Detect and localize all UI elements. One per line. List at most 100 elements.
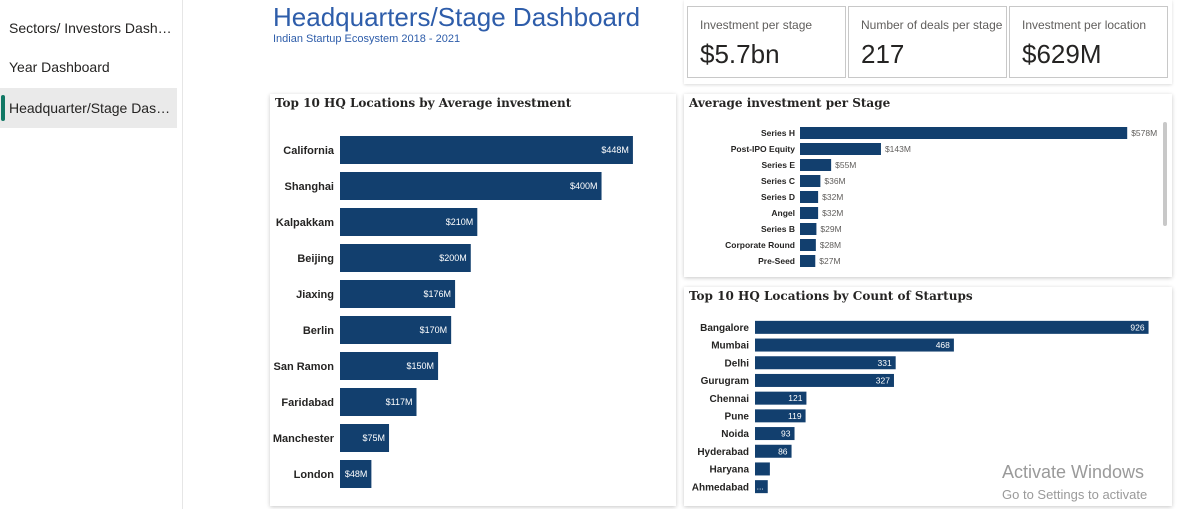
page-subtitle: Indian Startup Ecosystem 2018 - 2021 bbox=[273, 33, 461, 45]
data-label: 121 bbox=[788, 393, 802, 403]
bar[interactable] bbox=[800, 191, 819, 203]
data-label: $200M bbox=[439, 253, 467, 263]
bar[interactable] bbox=[340, 352, 439, 380]
bar[interactable] bbox=[755, 409, 806, 423]
bar[interactable] bbox=[755, 391, 807, 405]
kpi-card-investment-per-location[interactable]: Investment per location $629M bbox=[1009, 6, 1168, 78]
chart-title: Average investment per Stage bbox=[689, 96, 891, 110]
data-label: $150M bbox=[407, 361, 435, 371]
data-label: 86 bbox=[778, 446, 788, 456]
bar[interactable] bbox=[340, 460, 372, 488]
bar[interactable] bbox=[755, 427, 795, 441]
category-label: Hyderabad bbox=[697, 447, 749, 458]
data-label: 926 bbox=[1130, 322, 1144, 332]
data-label: $448M bbox=[601, 145, 629, 155]
bar[interactable] bbox=[800, 223, 817, 235]
category-label: Berlin bbox=[303, 325, 334, 337]
scrollbar[interactable] bbox=[1163, 122, 1167, 226]
data-label: $210M bbox=[446, 217, 474, 227]
chart-stage-average-investment[interactable]: Series H $578M Post-IPO Equity $143M Series … bbox=[684, 94, 1172, 277]
bar[interactable] bbox=[340, 244, 471, 272]
bar[interactable] bbox=[800, 255, 816, 267]
category-label: Shanghai bbox=[284, 181, 334, 193]
category-label: Ahmedabad bbox=[692, 482, 749, 493]
bar[interactable] bbox=[340, 316, 452, 344]
category-label: Chennai bbox=[710, 394, 750, 405]
page-title: Headquarters/Stage Dashboard bbox=[273, 2, 641, 32]
data-label: 119 bbox=[788, 411, 802, 421]
kpi-label: Investment per location bbox=[1022, 18, 1147, 32]
data-label: $32M bbox=[822, 208, 843, 218]
bar[interactable] bbox=[340, 424, 390, 452]
category-label: Series B bbox=[761, 224, 795, 234]
nav-sectors-investors[interactable]: Sectors/ Investors Dashboard bbox=[9, 20, 177, 36]
kpi-card-deals-per-stage[interactable]: Number of deals per stage 217 bbox=[848, 6, 1007, 78]
data-label: 468 bbox=[936, 340, 950, 350]
bar[interactable] bbox=[755, 444, 792, 458]
watermark-line-2: Go to Settings to activate bbox=[1002, 487, 1148, 502]
data-label: 327 bbox=[876, 376, 890, 386]
data-label: $29M bbox=[820, 224, 841, 234]
bar[interactable] bbox=[800, 127, 1128, 139]
kpi-value: 217 bbox=[861, 39, 905, 69]
bar[interactable] bbox=[800, 175, 821, 187]
category-label: London bbox=[294, 469, 335, 481]
chart-card-stage-average[interactable]: Average investment per Stage Series H $57… bbox=[684, 94, 1172, 277]
data-label: 331 bbox=[877, 358, 891, 368]
bar[interactable] bbox=[340, 208, 478, 236]
kpi-label: Number of deals per stage bbox=[861, 18, 1003, 32]
category-label: Series D bbox=[761, 192, 795, 202]
category-label: Post-IPO Equity bbox=[731, 144, 796, 154]
chart-card-hq-count[interactable]: Top 10 HQ Locations by Count of Startups… bbox=[684, 287, 1172, 506]
data-label: ... bbox=[757, 482, 764, 492]
category-label: California bbox=[283, 145, 335, 157]
category-label: Mumbai bbox=[711, 341, 749, 352]
bar[interactable] bbox=[800, 143, 881, 155]
data-label: $143M bbox=[885, 144, 911, 154]
category-label: Series C bbox=[761, 176, 795, 186]
category-label: Series H bbox=[761, 128, 795, 138]
category-label: Series E bbox=[761, 160, 795, 170]
data-label: $578M bbox=[1131, 128, 1157, 138]
kpi-label: Investment per stage bbox=[700, 18, 813, 32]
bar[interactable] bbox=[800, 159, 832, 171]
bar[interactable] bbox=[800, 239, 816, 251]
category-label: Noida bbox=[721, 429, 749, 440]
bar[interactable] bbox=[755, 356, 896, 370]
bar[interactable] bbox=[755, 480, 768, 494]
category-label: San Ramon bbox=[273, 361, 334, 373]
data-label: $48M bbox=[345, 469, 368, 479]
bar[interactable] bbox=[340, 388, 417, 416]
data-label: $55M bbox=[835, 160, 856, 170]
category-label: Beijing bbox=[297, 253, 334, 265]
chart-card-hq-average-investment[interactable]: Top 10 HQ Locations by Average investmen… bbox=[270, 94, 676, 506]
nav-headquarter-stage[interactable]: Headquarter/Stage Dashboard bbox=[0, 88, 177, 128]
data-label: $28M bbox=[820, 240, 841, 250]
category-label: Corporate Round bbox=[725, 240, 795, 250]
category-label: Pre-Seed bbox=[758, 256, 795, 266]
category-label: Faridabad bbox=[281, 397, 334, 409]
bar[interactable] bbox=[755, 462, 770, 476]
kpi-card-investment-per-stage[interactable]: Investment per stage $5.7bn bbox=[687, 6, 846, 78]
chart-title: Top 10 HQ Locations by Count of Startups bbox=[689, 289, 973, 303]
category-label: Angel bbox=[771, 208, 795, 218]
bar[interactable] bbox=[340, 172, 602, 200]
bar[interactable] bbox=[800, 207, 819, 219]
bar[interactable] bbox=[755, 320, 1149, 334]
data-label: $36M bbox=[824, 176, 845, 186]
data-label: $75M bbox=[363, 433, 386, 443]
chart-hq-average-investment[interactable]: California $448M Shanghai $400M Kalpakkam $21… bbox=[270, 94, 676, 506]
category-label: Haryana bbox=[710, 465, 750, 476]
data-label: $176M bbox=[424, 289, 452, 299]
category-label: Gurugram bbox=[701, 376, 749, 387]
category-label: Kalpakkam bbox=[276, 217, 334, 229]
bar[interactable] bbox=[340, 280, 456, 308]
bar[interactable] bbox=[755, 373, 894, 387]
data-label: $170M bbox=[420, 325, 448, 335]
chart-hq-count-startups[interactable]: Bangalore 926 Mumbai 468 Delhi 331 Gurugram 327… bbox=[684, 287, 1172, 506]
nav-year-dashboard[interactable]: Year Dashboard bbox=[9, 59, 110, 75]
category-label: Jiaxing bbox=[296, 289, 334, 301]
kpi-value: $629M bbox=[1022, 39, 1102, 69]
bar[interactable] bbox=[340, 136, 633, 164]
bar[interactable] bbox=[755, 338, 954, 352]
